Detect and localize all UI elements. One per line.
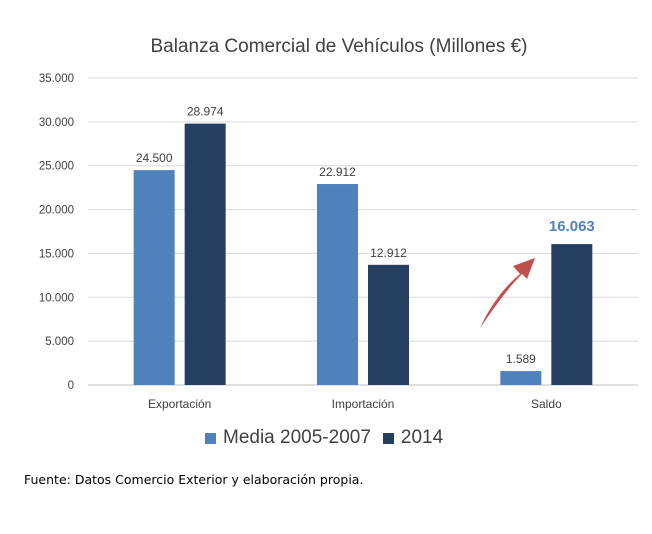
bar	[184, 123, 226, 386]
bar	[133, 170, 175, 385]
x-tick-label: Exportación	[148, 397, 211, 411]
y-tick-label: 30.000	[39, 117, 74, 129]
bar	[500, 371, 542, 385]
data-label: 12.912	[370, 246, 407, 260]
bar	[551, 244, 593, 385]
legend-item-series-2: 2014	[382, 427, 444, 449]
x-tick-label: Importación	[332, 397, 395, 411]
data-label: 16.063	[549, 218, 595, 235]
y-tick-label: 10.000	[39, 292, 74, 304]
y-tick-label: 5.000	[45, 336, 74, 348]
data-label: 22.912	[319, 165, 356, 179]
y-tick-label: 25.000	[39, 161, 74, 173]
bar	[317, 184, 358, 385]
legend-item-series-1: Media 2005-2007	[205, 427, 371, 449]
chart-title: Balanza Comercial de Vehículos (Millones…	[150, 36, 527, 57]
bars	[133, 123, 593, 386]
trend-arrow-icon	[480, 258, 535, 328]
y-tick-label: 0	[68, 380, 74, 392]
value-labels: 24.500 28.974 22.912 12.912 1.589 16.063	[136, 105, 595, 366]
legend-swatch	[205, 432, 216, 444]
data-label: 24.500	[136, 151, 173, 165]
legend-swatch	[382, 432, 394, 444]
legend-label: Media 2005-2007	[223, 427, 371, 448]
y-tick-label: 15.000	[39, 248, 74, 260]
y-tick-label: 35.000	[39, 73, 74, 85]
legend: Media 2005-2007 2014	[205, 427, 443, 449]
data-label: 28.974	[187, 105, 224, 119]
source-note: Fuente: Datos Comercio Exterior y elabor…	[24, 472, 364, 487]
legend-label: 2014	[400, 427, 444, 448]
y-tick-label: 20.000	[39, 205, 74, 217]
chart: Balanza Comercial de Vehículos (Millones…	[39, 36, 638, 411]
y-axis-ticks: 0 5.000 10.000 15.000 20.000 25.000 30.000 35.0…	[39, 73, 74, 392]
bar	[368, 264, 409, 385]
gridlines	[88, 77, 638, 386]
x-axis-ticks: Exportación Importación Saldo	[148, 397, 562, 411]
x-tick-label: Saldo	[531, 397, 562, 411]
data-label: 1.589	[506, 352, 536, 366]
